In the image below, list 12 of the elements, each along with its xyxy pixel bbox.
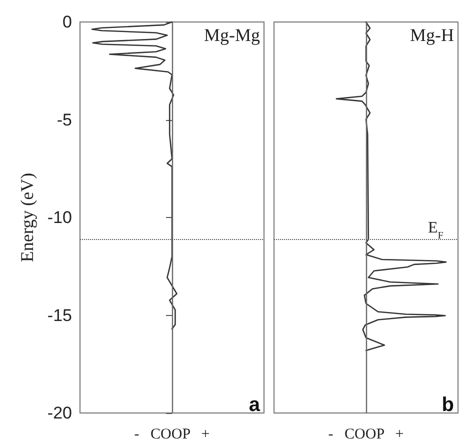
x-axis-title: - COOP +	[328, 426, 404, 442]
y-tick-label: -20	[47, 404, 72, 422]
annotation: Mg-H	[410, 25, 454, 45]
y-axis-title: Energy (eV)	[17, 172, 37, 262]
text: Mg-Mg	[204, 25, 260, 45]
y-tick-label: -5	[56, 110, 72, 130]
annotation: b	[442, 394, 454, 416]
y-tick-label: -10	[47, 208, 72, 227]
x-axis-title: - COOP +	[134, 426, 210, 442]
y-tick-label: -15	[47, 306, 72, 325]
text: a	[248, 394, 261, 416]
y-tick-label: 0	[62, 12, 72, 32]
